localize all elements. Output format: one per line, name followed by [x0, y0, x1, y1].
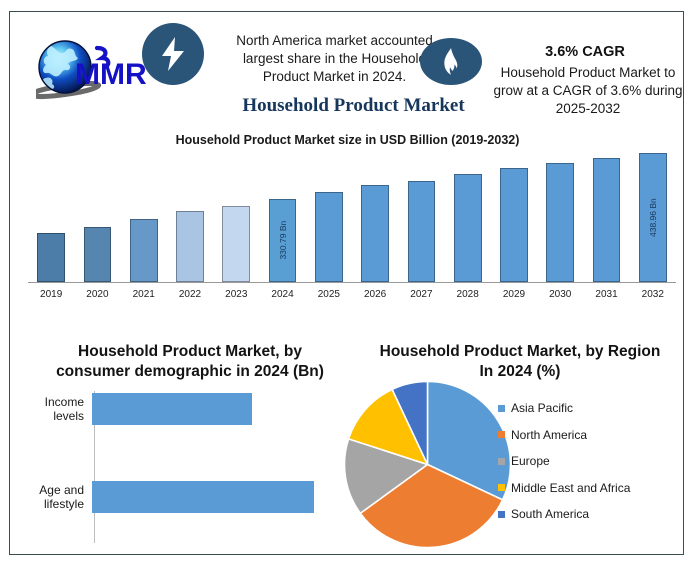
svg-text:MMR: MMR [75, 58, 147, 91]
